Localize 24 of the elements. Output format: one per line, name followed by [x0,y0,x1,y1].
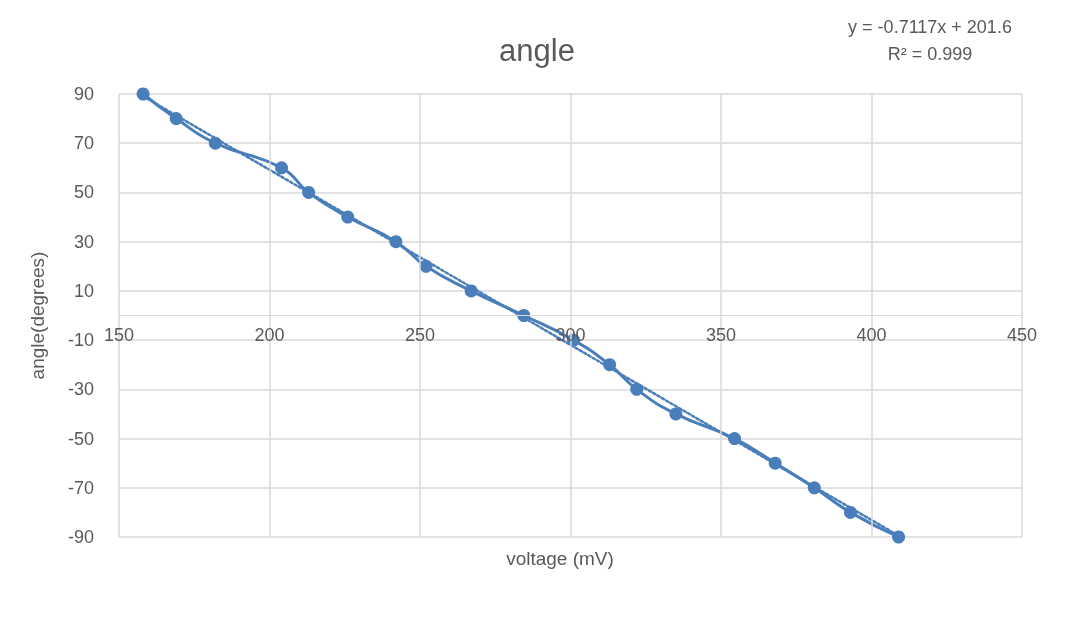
chart-title: angle [499,33,575,68]
y-tick-label: 90 [73,84,94,104]
point [275,161,289,175]
y-axis-title: angle(degrees) [27,251,48,380]
y-tick-label: -50 [67,428,94,449]
y-tick-label: 50 [73,182,94,203]
x-tick-label: 350 [705,324,737,345]
point [669,407,683,421]
text: R² = 0.999 [887,44,973,64]
y-tick-label: 30 [73,231,94,252]
text: y = -0.7117x + 201.6 [848,17,1012,37]
y-tick-label: -30 [67,379,94,400]
y-tick-label: -70 [67,477,94,498]
point [892,530,906,544]
y-tick-label: 70 [73,133,94,154]
y-tick-label: -10 [67,330,94,351]
x-tick-label: 250 [404,324,436,345]
x-tick-label: 150 [103,324,135,345]
y-tick-label: 10 [73,280,94,301]
x-tick-label: 400 [856,324,887,345]
y-tick-label: -90 [67,527,94,547]
x-tick-label: 450 [1006,324,1038,345]
x-axis-title: voltage (mV) [506,548,614,569]
x-tick-label: 200 [254,324,285,345]
